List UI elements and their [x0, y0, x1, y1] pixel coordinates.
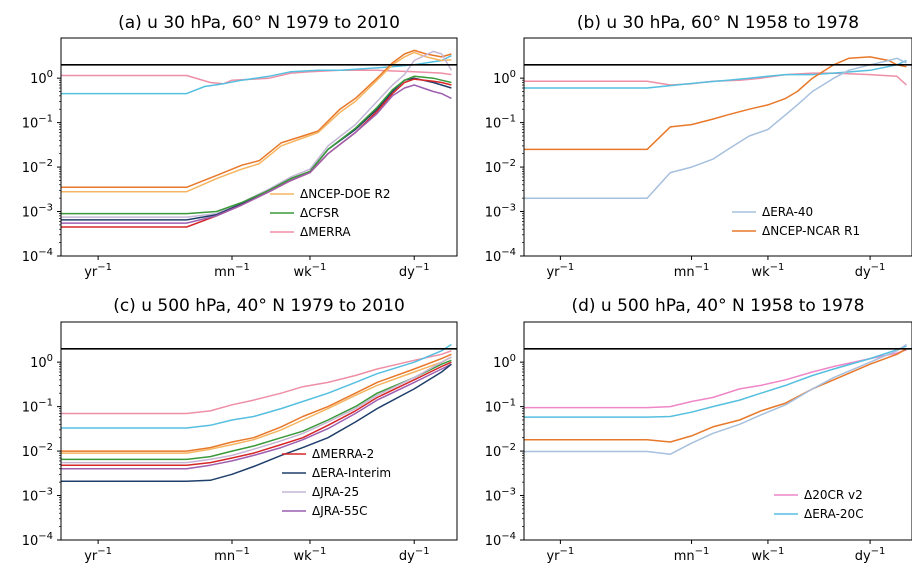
legend-entry: ΔNCEP-NCAR R1: [762, 224, 860, 238]
y-tick-label: 10−2: [485, 442, 516, 460]
x-tick-label: mn−1: [214, 262, 250, 280]
series-line: [61, 84, 452, 224]
y-tick-label: 10−1: [485, 114, 516, 132]
x-tick-label: dy−1: [855, 546, 886, 564]
panel-title: (b) u 30 hPa, 60° N 1958 to 1978: [577, 13, 859, 33]
panel-2: (c) u 500 hPa, 40° N 1979 to 2010 10−4 10−…: [22, 296, 458, 564]
y-tick-label: 100: [493, 353, 516, 371]
legend-entry: ΔERA-20C: [804, 507, 864, 521]
x-tick-label: dy−1: [399, 546, 430, 564]
legend-entry: Δ20CR v2: [804, 488, 863, 502]
y-tick-label: 10−2: [485, 158, 516, 176]
series-line: [61, 363, 452, 482]
legend-entry: ΔJRA-25: [312, 485, 359, 499]
series-line: [524, 349, 907, 409]
x-tick-label: dy−1: [399, 262, 430, 280]
x-tick-label: wk−1: [294, 262, 327, 280]
series-line: [61, 343, 452, 429]
legend-entry: ΔMERRA-2: [312, 447, 374, 461]
legend: Δ20CR v2 ΔERA-20C: [774, 488, 864, 521]
y-tick-label: 10−2: [22, 158, 53, 176]
series-line: [61, 55, 452, 95]
series-group: [524, 56, 908, 199]
y-tick-label: 10−4: [485, 531, 516, 549]
series-line: [61, 75, 452, 215]
series-line: [61, 350, 452, 415]
legend-entry: ΔNCEP-DOE R2: [300, 187, 391, 201]
x-tick-label: dy−1: [855, 262, 886, 280]
y-tick-label: 10−1: [22, 114, 53, 132]
x-tick-label: mn−1: [674, 546, 710, 564]
series-line: [61, 361, 452, 466]
y-tick-label: 100: [30, 69, 53, 87]
panel-title: (a) u 30 hPa, 60° N 1979 to 2010: [118, 13, 400, 33]
series-group: [61, 343, 452, 482]
panel-title: (d) u 500 hPa, 40° N 1958 to 1978: [571, 296, 864, 316]
y-tick-label: 10−4: [22, 247, 53, 265]
panel-0: (a) u 30 hPa, 60° N 1979 to 2010 10−4 10−3…: [22, 13, 458, 280]
series-line: [524, 72, 908, 86]
series-line: [61, 356, 452, 464]
x-tick-label: wk−1: [751, 546, 784, 564]
series-group: [61, 49, 453, 228]
x-tick-label: yr−1: [84, 262, 112, 280]
x-tick-label: yr−1: [84, 546, 112, 564]
y-tick-label: 10−3: [485, 487, 516, 505]
series-line: [524, 59, 907, 89]
series-line: [61, 51, 452, 193]
legend: ΔERA-40 ΔNCEP-NCAR R1: [732, 205, 860, 238]
legend-entry: ΔERA-Interim: [312, 466, 391, 480]
x-tick-label: yr−1: [546, 262, 574, 280]
y-tick-label: 100: [30, 353, 53, 371]
series-line: [61, 69, 452, 85]
axes-frame: [60, 321, 458, 541]
x-tick-label: yr−1: [546, 546, 574, 564]
y-tick-label: 10−3: [22, 487, 53, 505]
axes-frame: [523, 37, 912, 257]
series-line: [524, 343, 907, 455]
y-tick-label: 10−3: [22, 203, 53, 221]
y-tick-label: 10−4: [485, 247, 516, 265]
series-line: [61, 49, 452, 189]
series-line: [524, 56, 907, 151]
axes-frame: [60, 37, 458, 257]
legend-entry: ΔERA-40: [762, 205, 813, 219]
x-tick-label: wk−1: [294, 546, 327, 564]
legend-entry: ΔJRA-55C: [312, 504, 368, 518]
series-line: [61, 50, 453, 218]
series-line: [524, 345, 907, 418]
y-tick-label: 10−4: [22, 531, 53, 549]
x-tick-label: wk−1: [751, 262, 784, 280]
series-line: [524, 57, 907, 199]
series-line: [61, 363, 452, 470]
series-line: [61, 356, 452, 454]
x-tick-label: mn−1: [214, 546, 250, 564]
y-tick-label: 10−2: [22, 442, 53, 460]
y-tick-label: 10−1: [485, 398, 516, 416]
y-tick-label: 10−1: [22, 398, 53, 416]
series-line: [61, 359, 452, 461]
y-tick-label: 100: [493, 69, 516, 87]
legend-entry: ΔCFSR: [300, 206, 339, 220]
panel-1: (b) u 30 hPa, 60° N 1958 to 1978 10−4 10−3…: [485, 13, 912, 280]
legend: ΔMERRA-2 ΔERA-Interim ΔJRA-25 ΔJRA-55C: [282, 447, 391, 518]
x-tick-label: mn−1: [674, 262, 710, 280]
series-group: [524, 343, 907, 455]
y-tick-label: 10−3: [485, 203, 516, 221]
legend-entry: ΔMERRA: [300, 225, 351, 239]
series-line: [61, 78, 452, 228]
panel-3: (d) u 500 hPa, 40° N 1958 to 1978 10−4 10−…: [485, 296, 912, 564]
axes-frame: [523, 321, 912, 541]
legend: ΔNCEP-DOE R2 ΔCFSR ΔMERRA: [270, 187, 391, 239]
series-line: [61, 353, 452, 452]
series-line: [524, 348, 907, 443]
panel-title: (c) u 500 hPa, 40° N 1979 to 2010: [113, 296, 405, 316]
